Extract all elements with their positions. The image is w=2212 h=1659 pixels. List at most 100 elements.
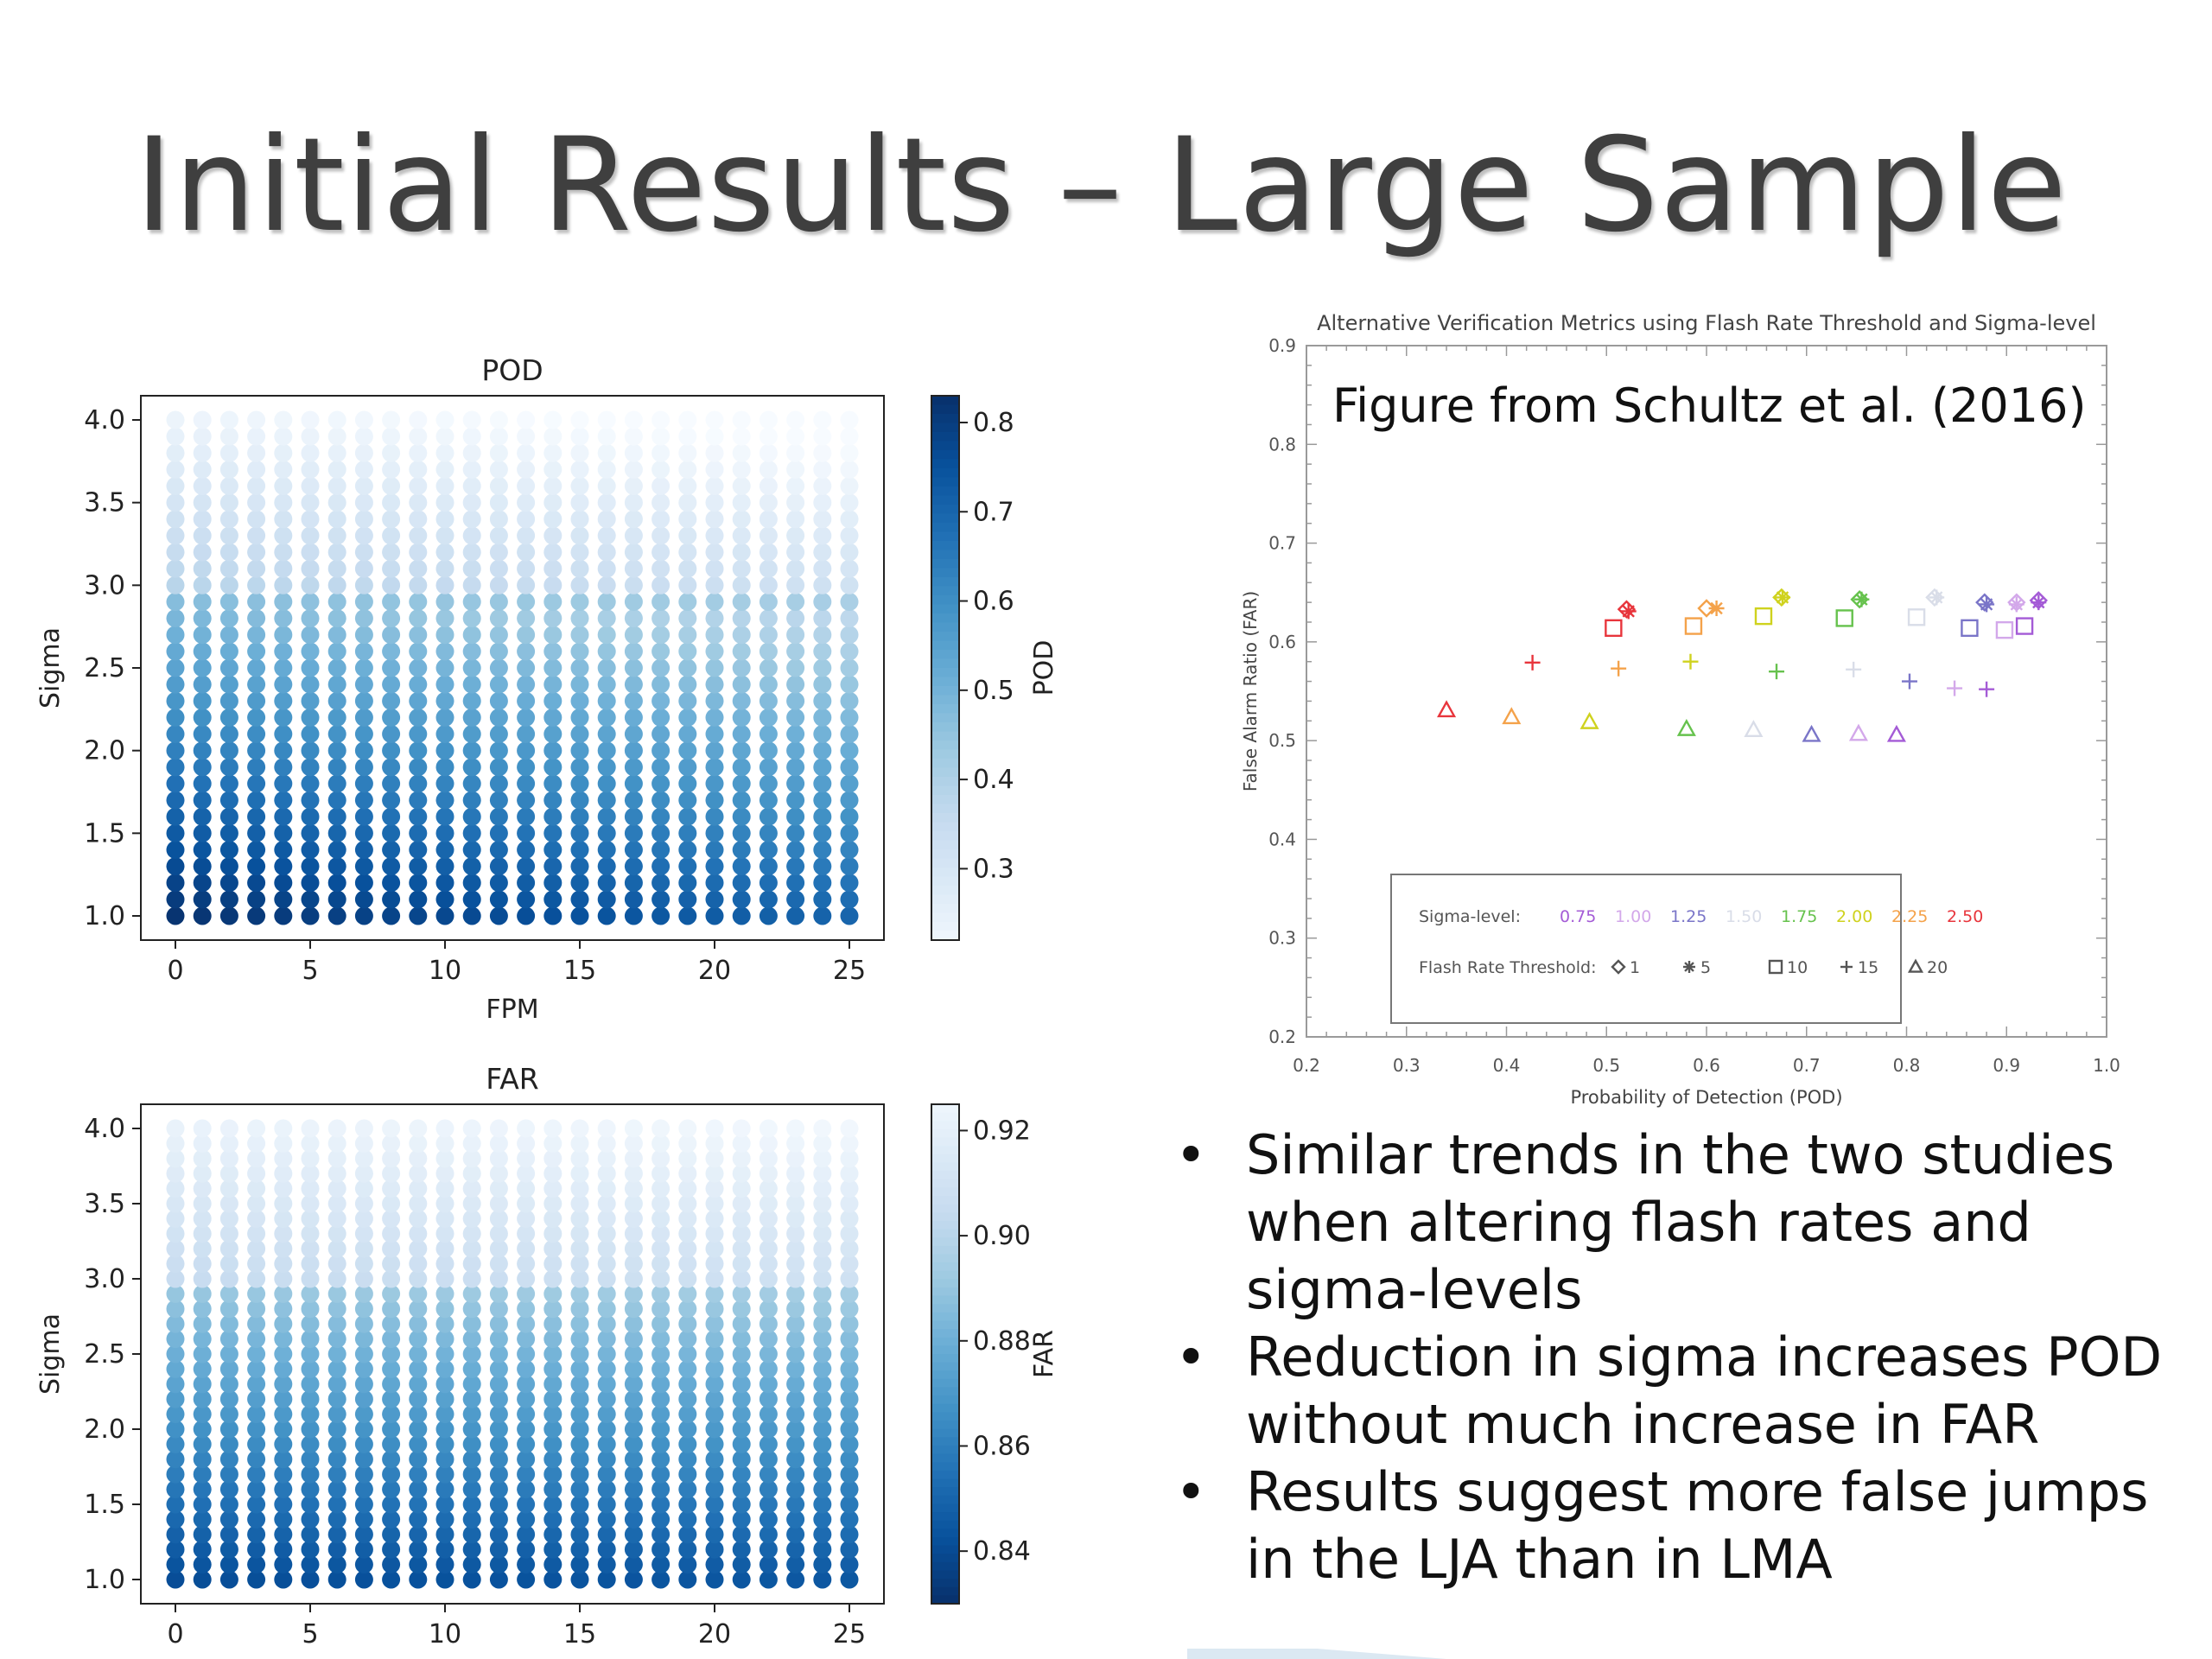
scatter-point: [652, 642, 671, 661]
scatter-point: [462, 1284, 481, 1303]
colorbar-tick-label: 0.5: [973, 676, 1014, 706]
scatter-point: [732, 626, 751, 645]
scatter-point: [193, 559, 212, 578]
scatter-point: [327, 823, 346, 842]
scatter-point: [543, 1164, 563, 1183]
scatter-point: [435, 906, 454, 925]
scatter-point: [732, 1284, 751, 1303]
colorbar-segment: [931, 931, 959, 941]
colorbar-segment: [931, 1354, 959, 1363]
colorbar-segment: [931, 912, 959, 923]
scatter-point: [678, 791, 697, 810]
scatter-point: [301, 477, 320, 495]
scatter-point: [840, 443, 859, 462]
scatter-point: [382, 708, 401, 727]
scatter-point: [193, 1209, 212, 1228]
scatter-point: [462, 443, 481, 462]
scatter-point: [219, 493, 238, 512]
scatter-point: [759, 510, 778, 529]
x-tick-label: 0: [167, 956, 183, 986]
scatter-point: [813, 1209, 832, 1228]
colorbar-tick-label: 0.8: [973, 408, 1014, 438]
scatter-point: [327, 1405, 346, 1424]
scatter-point: [462, 1555, 481, 1574]
scatter-point: [624, 443, 643, 462]
scatter-point: [409, 823, 428, 842]
scatter-point: [462, 774, 481, 793]
scatter-point: [247, 658, 266, 677]
scatter-point: [597, 1255, 616, 1274]
scatter-point: [489, 791, 508, 810]
scatter-point: [354, 493, 373, 512]
scatter-point: [409, 1525, 428, 1544]
colorbar-segment: [931, 686, 959, 696]
colorbar-segment: [931, 559, 959, 569]
scatter-point: [624, 841, 643, 859]
scatter-point: [705, 1255, 724, 1274]
colorbar-segment: [931, 1162, 959, 1172]
scatter-point: [840, 890, 859, 909]
x-axis-label: Probability of Detection (POD): [1570, 1087, 1842, 1108]
scatter-point: [705, 1389, 724, 1408]
scatter-point: [247, 874, 266, 893]
scatter-point: [705, 1555, 724, 1574]
scatter-point: [786, 1465, 805, 1484]
scatter-point: [732, 593, 751, 611]
scatter-point: [597, 1495, 616, 1514]
scatter-point: [678, 1570, 697, 1589]
scatter-point: [840, 1164, 859, 1183]
scatter-point: [732, 1239, 751, 1258]
colorbar-segment: [931, 840, 959, 850]
scatter-point: [193, 708, 212, 727]
colorbar-label: FAR: [1029, 1330, 1059, 1378]
colorbar-segment: [931, 731, 959, 741]
scatter-point: [409, 675, 428, 694]
scatter-point: [624, 1134, 643, 1153]
scatter-point: [517, 443, 536, 462]
colorbar-segment: [931, 1204, 959, 1213]
scatter-point: [274, 708, 293, 727]
scatter-point: [166, 741, 185, 760]
scatter-point: [786, 906, 805, 925]
x-tick-label: 10: [429, 1619, 461, 1649]
scatter-point: [517, 1330, 536, 1349]
scatter-point: [247, 1359, 266, 1378]
scatter-point: [489, 1255, 508, 1274]
scatter-point: [327, 575, 346, 594]
colorbar-segment: [931, 450, 959, 461]
scatter-point: [274, 626, 293, 645]
scatter-point: [193, 1495, 212, 1514]
scatter-point: [219, 857, 238, 876]
colorbar-segment: [931, 668, 959, 678]
scatter-point: [274, 609, 293, 628]
scatter-point: [840, 1359, 859, 1378]
scatter-point: [705, 427, 724, 446]
scatter-point: [354, 1164, 373, 1183]
scatter-point: [813, 642, 832, 661]
scatter-point: [274, 1450, 293, 1469]
scatter-point: [435, 443, 454, 462]
scatter-point: [678, 526, 697, 545]
scatter-point: [219, 1239, 238, 1258]
scatter-point: [462, 1525, 481, 1544]
scatter-point: [409, 1119, 428, 1138]
scatter-point: [705, 443, 724, 462]
scatter-point: [301, 823, 320, 842]
square-marker: [1754, 607, 1773, 626]
scatter-point: [327, 741, 346, 760]
scatter-point: [327, 1540, 346, 1559]
chart-title: Alternative Verification Metrics using F…: [1317, 311, 2096, 335]
colorbar-segment: [931, 459, 959, 469]
scatter-point: [840, 906, 859, 925]
scatter-point: [705, 691, 724, 710]
scatter-point: [570, 658, 589, 677]
scatter-point: [435, 642, 454, 661]
scatter-point: [597, 410, 616, 429]
scatter-point: [462, 807, 481, 826]
scatter-point: [409, 477, 428, 495]
scatter-point: [543, 807, 563, 826]
scatter-point: [193, 1119, 212, 1138]
scatter-point: [462, 1540, 481, 1559]
scatter-point: [166, 460, 185, 479]
scatter-point: [462, 1405, 481, 1424]
